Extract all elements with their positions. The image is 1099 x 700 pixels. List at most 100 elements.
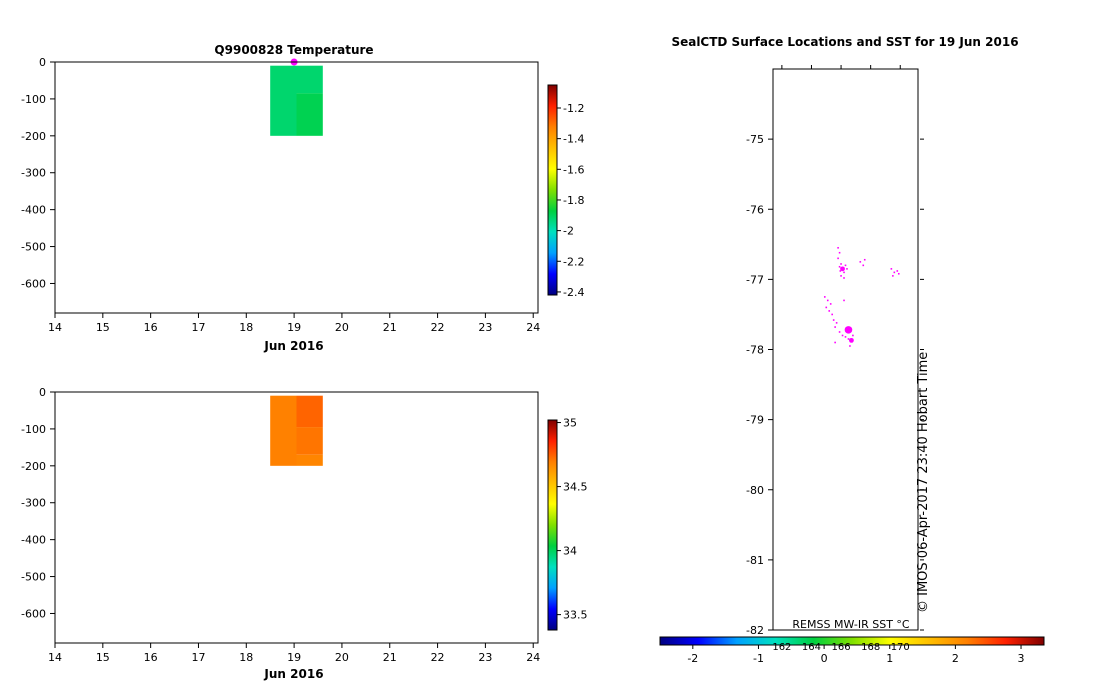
map-point-11 (839, 270, 842, 272)
sst-colorbar-tick-label-1: -1 (753, 652, 764, 665)
temperature-colorbar-tick-label-5: -2.2 (563, 255, 584, 268)
temperature-y-tick-label-0: 0 (39, 56, 46, 69)
map-lat-tick-label-2: -77 (746, 273, 764, 286)
salinity-y-tick-label-2: -200 (21, 460, 46, 473)
sst-colorbar-tick-label-4: 2 (952, 652, 959, 665)
temperature-x-tick-label-5: 19 (287, 321, 301, 334)
map-point-35 (834, 341, 836, 344)
map-axes: -75 -76 -77 -78 -79 -80 -81 -82 (746, 65, 924, 637)
salinity-x-tick-label-6: 20 (335, 651, 349, 664)
temperature-plot-frame (54, 61, 539, 314)
salinity-x-tick-label-5: 19 (287, 651, 301, 664)
temperature-colorbar-tick-label-0: -1.2 (563, 102, 584, 115)
salinity-axes: 14 15 16 17 18 19 20 21 22 23 24 0 -100 -200 -300 -400 -… (21, 386, 540, 664)
map-point-30 (844, 336, 847, 338)
map-point-24 (831, 313, 833, 316)
temperature-plot-title: Q9900828 Temperature (214, 43, 373, 57)
map-point-2 (837, 257, 839, 260)
map-point-21 (826, 299, 829, 302)
temperature-colorbar-tick-label-1: -1.4 (563, 133, 584, 146)
map-point-12 (859, 261, 862, 263)
map-point-15 (890, 268, 893, 270)
map-point-14 (863, 258, 866, 261)
salinity-x-tick-label-4: 18 (239, 651, 253, 664)
temperature-colorbar-tick-label-2: -1.6 (563, 163, 584, 176)
temperature-x-tick-label-0: 14 (48, 321, 62, 334)
temperature-y-tick-label-3: -300 (21, 167, 46, 180)
map-lat-tick-label-6: -81 (746, 554, 764, 567)
map-point-23 (828, 310, 831, 312)
salinity-x-tick-label-0: 14 (48, 651, 62, 664)
salinity-colorbar-tick-label-3: 33.5 (563, 609, 588, 622)
map-point-9 (843, 277, 845, 279)
copyright-annotation: © IMOS 06-Apr-2017 23:40 Hobart Time (916, 352, 931, 613)
map-title: SealCTD Surface Locations and SST for 19… (671, 35, 1018, 49)
map-point-16 (893, 271, 896, 274)
map-lat-tick-label-1: -76 (746, 203, 764, 216)
temperature-cells (270, 58, 323, 136)
map-frame (772, 68, 919, 631)
salinity-y-tick-label-4: -400 (21, 534, 46, 547)
map-point-37 (843, 299, 845, 302)
salinity-cell-2 (296, 427, 323, 455)
salinity-colorbar-tick-label-0: 35 (563, 417, 577, 430)
temperature-cell-1 (296, 65, 323, 94)
map-point-20 (823, 296, 826, 298)
temperature-x-tick-label-4: 18 (239, 321, 253, 334)
map-lat-tick-label-5: -80 (746, 484, 764, 497)
map-lon-tick-label-4: 170 (891, 642, 910, 653)
sst-colorbar-ramp (659, 636, 1045, 646)
salinity-cell-1 (296, 395, 323, 428)
map-lon-tick-label-1: 164 (802, 642, 821, 653)
map-point-22 (829, 303, 832, 305)
sst-colorbar-label: REMSS MW-IR SST °C (792, 618, 910, 631)
temperature-x-tick-label-1: 15 (96, 321, 110, 334)
salinity-x-tick-label-9: 23 (478, 651, 492, 664)
temperature-y-tick-label-5: -500 (21, 241, 46, 254)
salinity-y-tick-label-0: 0 (39, 386, 46, 399)
sst-colorbar: -2 -1 0 1 2 3 162 164 166 168 170 (659, 636, 1045, 665)
temperature-colorbar-tick-label-6: -2.4 (563, 286, 584, 299)
salinity-colorbar-ramp (547, 419, 558, 631)
salinity-section-plot: 14 15 16 17 18 19 20 21 22 23 24 0 -100 -200 -300 -400 -… (21, 386, 587, 681)
temperature-section-plot: Q9900828 Temperature 14 15 16 17 18 19 20 21 22 2… (21, 43, 584, 353)
map-point-29 (841, 334, 844, 337)
salinity-x-tick-label-2: 16 (144, 651, 158, 664)
map-point-13 (862, 264, 865, 267)
temperature-x-tick-label-3: 17 (191, 321, 205, 334)
map-lon-tick-label-3: 168 (861, 642, 880, 653)
temperature-y-tick-label-1: -100 (21, 93, 46, 106)
salinity-x-tick-label-8: 22 (431, 651, 445, 664)
map-point-8 (840, 275, 842, 277)
temperature-x-tick-label-10: 24 (526, 321, 540, 334)
map-lat-tick-label-0: -75 (746, 133, 764, 146)
map-point-1 (838, 251, 841, 254)
map-point-19 (897, 272, 900, 275)
map-lat-tick-label-3: -78 (746, 344, 764, 357)
map-point-33 (852, 334, 854, 337)
temperature-y-tick-label-6: -600 (21, 277, 46, 290)
map-point-34 (849, 345, 851, 347)
map-point-3 (840, 263, 842, 265)
salinity-cell-3 (296, 454, 323, 466)
map-point-28 (838, 331, 841, 333)
salinity-colorbar-tick-label-1: 34.5 (563, 481, 588, 494)
map-point-36 (825, 306, 828, 309)
map-lon-tick-label-2: 166 (832, 642, 851, 653)
map-point-26 (835, 322, 838, 324)
temperature-colorbar: -1.2 -1.4 -1.6 -1.8 -2 -2.2 -2.4 (547, 84, 584, 299)
temperature-axes: 14 15 16 17 18 19 20 21 22 23 24 0 -100 -200 -300 -400 -… (21, 56, 540, 334)
sst-colorbar-tick-label-3: 1 (886, 652, 893, 665)
temperature-x-tick-label-6: 20 (335, 321, 349, 334)
map-large-marker-0 (840, 266, 845, 272)
map-point-25 (832, 319, 835, 321)
map-point-0 (837, 247, 839, 249)
map-points (823, 247, 900, 347)
salinity-colorbar: 35 34.5 34 33.5 (547, 417, 588, 631)
sst-colorbar-tick-label-5: 3 (1018, 652, 1025, 665)
salinity-plot-frame (54, 391, 539, 644)
map-point-10 (846, 268, 848, 270)
sst-colorbar-tick-label-0: -2 (687, 652, 698, 665)
salinity-cell-0 (270, 395, 297, 466)
